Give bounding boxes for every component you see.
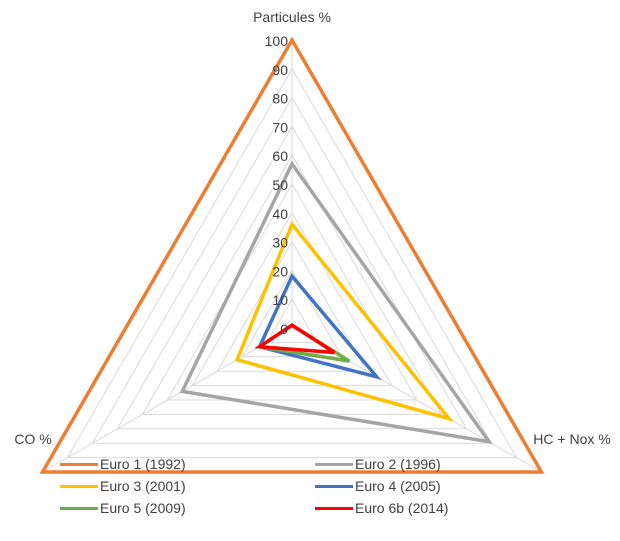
tick-label: 90 xyxy=(272,62,288,78)
axis-label-co: CO % xyxy=(14,431,51,447)
tick-label: 100 xyxy=(265,33,289,49)
axis-label-hc-nox: HC + Nox % xyxy=(533,431,610,447)
legend-label: Euro 3 (2001) xyxy=(100,478,186,494)
radar-series xyxy=(39,36,545,474)
legend-swatch xyxy=(315,484,353,488)
series-line xyxy=(234,220,454,422)
legend-swatch xyxy=(315,462,353,466)
tick-label: 80 xyxy=(272,91,288,107)
legend-item: Euro 1 (1992) xyxy=(60,455,315,473)
grid-ring xyxy=(91,96,493,444)
legend-label: Euro 5 (2009) xyxy=(100,500,186,516)
grid-ring xyxy=(66,67,518,459)
legend-label: Euro 1 (1992) xyxy=(100,456,186,472)
legend-item: Euro 6b (2014) xyxy=(315,499,570,517)
tick-label: 10 xyxy=(272,292,288,308)
series-line xyxy=(257,272,382,381)
chart-legend: Euro 1 (1992) Euro 2 (1996) Euro 3 (2001… xyxy=(60,455,580,517)
tick-label: 40 xyxy=(272,206,288,222)
tick-label: 0 xyxy=(280,321,288,337)
tick-label: 70 xyxy=(272,119,288,135)
series-line xyxy=(254,323,336,355)
grid-ring xyxy=(191,211,393,387)
tick-label: 50 xyxy=(272,177,288,193)
grid-ring xyxy=(216,240,368,372)
legend-label: Euro 4 (2005) xyxy=(355,478,441,494)
legend-swatch xyxy=(60,506,98,510)
legend-label: Euro 2 (1996) xyxy=(355,456,441,472)
grid-spoke xyxy=(42,327,293,473)
grid-ring xyxy=(266,298,318,343)
legend-item: Euro 5 (2009) xyxy=(60,499,315,517)
legend-swatch xyxy=(60,462,98,466)
tick-label: 60 xyxy=(272,148,288,164)
series-line xyxy=(179,160,493,445)
legend-swatch xyxy=(60,484,98,488)
series-line xyxy=(39,36,545,474)
legend-label: Euro 6b (2014) xyxy=(355,500,449,516)
axis-label-particules: Particules % xyxy=(253,9,331,25)
legend-item: Euro 4 (2005) xyxy=(315,477,570,495)
legend-item: Euro 3 (2001) xyxy=(60,477,315,495)
legend-item: Euro 2 (1996) xyxy=(315,455,570,473)
tick-label: 20 xyxy=(272,263,288,279)
tick-label: 30 xyxy=(272,235,288,251)
grid-ring xyxy=(141,154,443,415)
radial-tick-labels: 0 10 20 30 40 50 60 70 80 90 100 xyxy=(265,33,289,337)
legend-swatch xyxy=(315,506,353,510)
grid-ring xyxy=(116,125,468,430)
